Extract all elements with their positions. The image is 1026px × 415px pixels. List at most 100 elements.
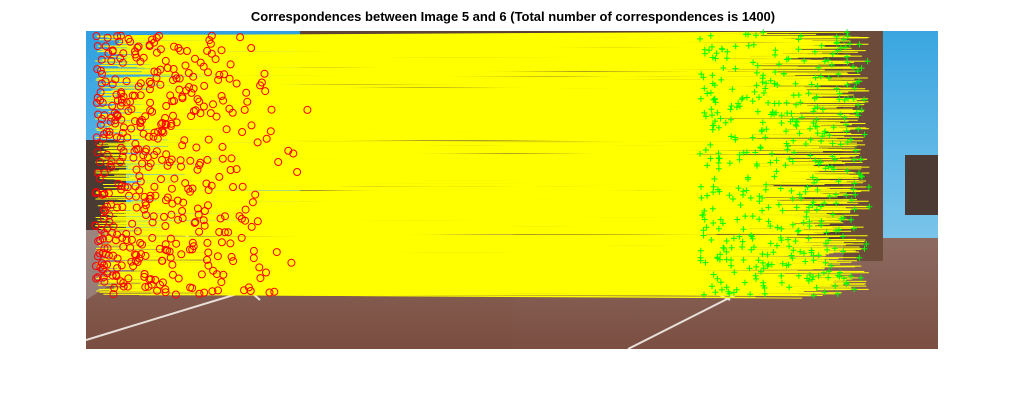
left-keypoint-marker <box>289 149 298 158</box>
left-keypoint-marker <box>189 84 198 93</box>
right-keypoint-marker <box>743 187 750 194</box>
left-keypoint-marker <box>237 233 246 242</box>
left-keypoint-marker <box>177 250 186 259</box>
right-keypoint-marker <box>751 244 757 251</box>
left-keypoint-marker <box>189 107 198 116</box>
right-keypoint-marker <box>855 112 862 119</box>
right-keypoint-marker <box>743 149 750 156</box>
right-keypoint-marker <box>829 211 836 218</box>
right-keypoint-marker <box>758 268 764 275</box>
right-keypoint-marker <box>834 47 841 54</box>
right-keypoint-marker <box>732 65 739 72</box>
right-keypoint-marker <box>843 281 850 287</box>
correspondence-line <box>171 211 807 216</box>
left-keypoint-marker <box>215 172 224 181</box>
correspondence-line <box>147 277 748 280</box>
left-keypoint-marker <box>150 151 159 159</box>
right-keypoint-marker <box>806 218 813 225</box>
left-keypoint-marker <box>118 129 127 137</box>
left-keypoints <box>91 31 312 299</box>
correspondence-line <box>140 124 713 128</box>
left-keypoint-marker <box>135 254 144 263</box>
left-keypoint-marker <box>200 207 209 215</box>
left-keypoint-marker <box>98 98 107 107</box>
right-keypoint-marker <box>812 74 819 81</box>
right-keypoint-marker <box>821 58 828 65</box>
right-keypoint-marker <box>778 120 785 126</box>
right-keypoint-marker <box>795 46 802 53</box>
left-keypoint-marker <box>265 288 274 297</box>
correspondence-line <box>252 198 793 203</box>
correspondence-line <box>166 242 854 245</box>
right-keypoint-marker <box>815 64 822 71</box>
left-keypoint-marker <box>203 238 212 247</box>
right-keypoint-marker <box>719 220 726 227</box>
correspondence-line <box>137 146 704 152</box>
right-keypoint-marker <box>851 225 857 232</box>
right-keypoint-marker <box>855 126 862 132</box>
right-keypoint-marker <box>703 113 709 120</box>
left-keypoint-marker <box>128 91 137 100</box>
left-keypoint-marker <box>158 155 166 164</box>
right-keypoint-marker <box>753 32 759 39</box>
right-keypoint-marker <box>722 119 729 126</box>
right-keypoint-marker <box>709 54 716 61</box>
correspondence-line <box>122 130 762 134</box>
left-keypoint-marker <box>100 130 109 138</box>
right-keypoint-marker <box>823 229 830 236</box>
right-keypoint-marker <box>782 162 789 169</box>
left-keypoint-marker <box>100 277 109 286</box>
left-keypoint-marker <box>174 44 183 52</box>
right-keypoint-marker <box>851 156 857 163</box>
right-keypoint-marker <box>760 279 767 286</box>
right-keypoint-marker <box>853 109 860 116</box>
right-keypoint-marker <box>736 103 743 110</box>
correspondence-line <box>298 89 737 94</box>
correspondence-line <box>238 85 746 88</box>
left-keypoint-marker <box>148 218 157 227</box>
left-keypoint-marker <box>107 157 116 166</box>
correspondence-line <box>217 245 824 249</box>
right-keypoint-marker <box>843 192 850 199</box>
right-keypoint-marker <box>802 258 809 265</box>
right-keypoint-marker <box>710 183 717 190</box>
right-keypoint-marker <box>711 175 718 182</box>
left-keypoint-marker <box>124 107 133 115</box>
right-keypoint-marker <box>835 178 842 185</box>
left-keypoint-marker <box>161 196 170 205</box>
left-keypoint-marker <box>93 65 102 74</box>
left-keypoint-marker <box>100 169 109 177</box>
right-keypoint-marker <box>723 238 730 244</box>
right-keypoint-marker <box>837 111 844 118</box>
left-keypoint-marker <box>150 182 159 191</box>
road-marking <box>627 294 736 349</box>
correspondence-line <box>99 176 859 179</box>
right-keypoint-marker <box>727 106 734 113</box>
right-keypoint-marker <box>825 57 832 64</box>
left-keypoint-marker <box>147 280 156 289</box>
left-keypoint-marker <box>214 75 223 84</box>
right-keypoint-marker <box>833 85 840 92</box>
left-keypoint-marker <box>103 224 112 233</box>
left-keypoint-marker <box>149 132 158 141</box>
right-keypoint-marker <box>760 29 767 36</box>
right-keypoint-marker <box>841 114 848 121</box>
correspondence-line <box>118 43 717 47</box>
left-keypoint-marker <box>204 135 213 144</box>
correspondence-line <box>133 241 806 247</box>
left-keypoint-marker <box>225 74 234 83</box>
left-keypoint-marker <box>96 88 105 97</box>
left-keypoint-marker <box>256 274 265 283</box>
left-keypoint-marker <box>229 183 237 191</box>
correspondence-line <box>270 128 767 132</box>
right-keypoint-marker <box>813 93 820 100</box>
right-keypoint-marker <box>834 290 841 297</box>
right-keypoint-marker <box>811 105 818 112</box>
left-keypoint-marker <box>124 34 133 43</box>
left-keypoint-marker <box>146 106 155 115</box>
left-keypoint-marker <box>205 36 214 45</box>
left-keypoint-marker <box>112 90 121 99</box>
right-keypoint-marker <box>773 157 780 164</box>
left-keypoint-marker <box>140 270 149 278</box>
